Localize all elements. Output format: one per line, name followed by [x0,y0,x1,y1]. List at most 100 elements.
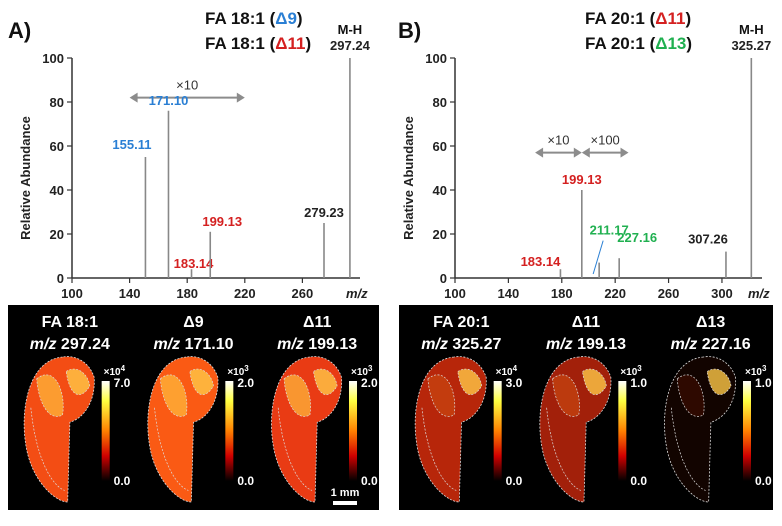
title-suffix: ) [685,9,691,28]
tissue-region [160,374,188,417]
x-tick-label: 180 [176,286,198,301]
peak-label: 279.23 [304,205,344,220]
colorbar-exponent: ×103 [745,364,767,378]
tissue-contour [30,407,65,491]
y-tick-label: 40 [50,183,64,198]
colorbar-exponent: ×103 [620,364,642,378]
x-tick-label: 100 [444,286,466,301]
scale-bar-label: 1 mm [331,487,360,499]
y-tick-label: 40 [433,183,447,198]
peak-label: 325.27 [731,38,771,53]
ion-mz: m/z 297.24 [30,336,110,353]
title-prefix: FA 18:1 ( [205,34,276,53]
x-tick-label: 100 [61,286,83,301]
y-tick-label: 0 [440,271,447,286]
scale-note-label: ×10 [547,133,569,148]
peak-label: 183.14 [174,256,215,271]
peak-label: 297.24 [330,38,371,53]
tissue-contour [546,407,582,491]
ion-name: Δ11 [572,314,601,331]
exponent-base: ×10 [745,367,762,378]
arrow-head [581,147,590,158]
x-tick-label: 180 [551,286,573,301]
arrow-head [573,147,582,158]
x-tick-label: 260 [658,286,680,301]
mz-prefix: m/z [277,336,308,353]
title-prefix: FA 20:1 ( [585,9,656,28]
x-tick-label: 140 [119,286,141,301]
tissue-region [36,374,64,417]
colorbar-max: 2.0 [361,376,378,390]
chart-title-line: FA 20:1 (Δ13) [585,34,692,53]
panel-letter: B) [398,18,421,43]
title-delta: Δ9 [275,9,297,28]
tissue-region [552,374,580,417]
tissue-region [65,368,91,396]
ion-mz: m/z 171.10 [153,336,233,353]
exponent-power: 3 [244,364,249,373]
ion-name: Δ9 [183,314,204,331]
mz-prefix: m/z [30,336,61,353]
peak-label: 307.26 [688,232,728,247]
colorbar-min: 0.0 [361,474,378,488]
scale-bar [333,501,357,505]
ion-mz: m/z 199.13 [546,336,626,353]
chart-title-line: FA 18:1 (Δ9) [205,9,303,28]
peak-label: 227.16 [617,230,657,245]
mz-value: 199.13 [577,336,626,353]
tissue-contour [154,407,189,491]
y-tick-label: 80 [433,95,447,110]
exponent-power: 4 [513,364,518,373]
ion-name: Δ13 [696,314,725,331]
mz-prefix: m/z [153,336,184,353]
ion-name: FA 18:1 [42,314,98,331]
colorbar-min: 0.0 [630,474,647,488]
colorbar [349,381,357,481]
exponent-power: 3 [762,364,767,373]
colorbar [101,381,110,481]
mz-value: 297.24 [61,336,110,353]
peak-annotation: M-H [739,22,764,37]
chart-title-line: FA 18:1 (Δ11) [205,34,311,53]
exponent-base: ×10 [227,367,244,378]
x-tick-label: 140 [498,286,520,301]
y-axis-label: Relative Abundance [18,116,33,240]
exponent-power: 3 [368,364,373,373]
x-tick-label: 220 [604,286,626,301]
title-delta: Δ11 [655,9,685,28]
tissue-region [706,368,732,396]
ion-mz: m/z 227.16 [671,336,751,353]
title-suffix: ) [305,34,311,53]
colorbar-exponent: ×104 [496,364,518,378]
colorbar-exponent: ×103 [351,364,373,378]
arrow-head [620,147,629,158]
arrow-head [535,147,544,158]
title-suffix: ) [686,34,692,53]
colorbar-min: 0.0 [237,474,254,488]
colorbar-min: 0.0 [755,474,772,488]
tissue-region [676,374,705,417]
colorbar-max: 1.0 [755,376,772,390]
title-prefix: FA 20:1 ( [585,34,656,53]
peak-label: 171.10 [149,93,189,108]
colorbar-max: 1.0 [630,376,647,390]
exponent-base: ×10 [620,367,637,378]
y-tick-label: 60 [50,139,64,154]
y-tick-label: 60 [433,139,447,154]
tissue-contour [670,407,706,491]
title-suffix: ) [297,9,303,28]
colorbar [225,381,234,481]
arrow-head [129,92,138,103]
scale-note-label: ×10 [176,78,198,93]
peak-label: 199.13 [202,214,242,229]
peak-leader [592,240,604,275]
colorbar-min: 0.0 [114,474,131,488]
peak-label: 183.14 [521,254,562,269]
tissue-region [313,368,338,396]
colorbar-max: 3.0 [506,376,523,390]
